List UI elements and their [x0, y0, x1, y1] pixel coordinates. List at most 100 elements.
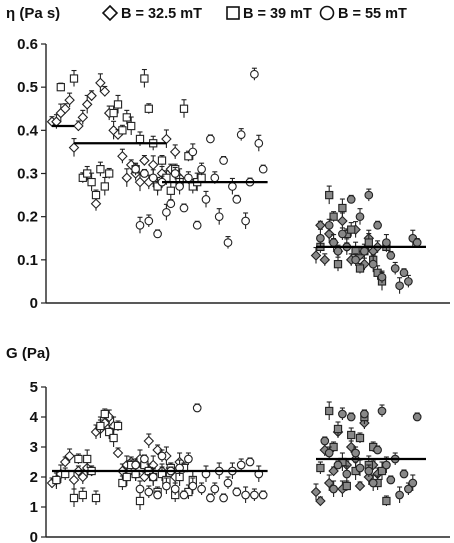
modulus-point-circle: [364, 466, 374, 476]
viscosity-point-square: [96, 165, 105, 174]
viscosity-point-square: [347, 225, 356, 234]
viscosity-point-circle: [228, 182, 237, 191]
modulus-point-square: [83, 454, 92, 464]
modulus-point-diamond: [315, 495, 326, 507]
modulus-point-diamond: [77, 471, 89, 483]
viscosity-point-circle: [360, 246, 369, 256]
modulus-point-circle: [236, 460, 246, 470]
viscosity-point-diamond: [99, 86, 111, 97]
viscosity-point-circle: [241, 216, 250, 226]
modulus-point-circle: [386, 475, 396, 485]
modulus-point-square: [109, 433, 118, 443]
modulus-point-circle: [355, 463, 365, 473]
viscosity-point-square: [69, 74, 79, 83]
modulus-point-circle: [368, 478, 378, 488]
modulus-point-circle: [148, 472, 158, 482]
modulus-point-circle: [399, 469, 409, 479]
modulus-point-circle: [135, 484, 145, 494]
viscosity-point-circle: [395, 281, 404, 291]
legend-marker-circle: [319, 5, 335, 21]
viscosity-point-circle: [135, 220, 145, 230]
legend-marker-diamond: [101, 4, 119, 22]
viscosity-point-circle: [210, 173, 220, 183]
modulus-point-circle: [360, 409, 369, 419]
legend-item-square: B = 39 mT: [226, 6, 312, 22]
viscosity-point-square: [197, 173, 206, 182]
viscosity-point-diamond: [77, 112, 89, 123]
viscosity-point-circle: [219, 156, 228, 165]
viscosity-point-circle: [364, 190, 374, 200]
viscosity-point-diamond: [86, 90, 97, 102]
modulus-point-square: [100, 409, 109, 419]
modulus-point-square: [74, 454, 83, 464]
modulus-y-tick-label: 5: [30, 379, 38, 396]
modulus-point-square: [122, 472, 131, 482]
modulus-point-circle: [404, 484, 413, 494]
modulus-point-square: [96, 421, 105, 431]
modulus-point-diamond: [64, 450, 75, 462]
modulus-y-tick-label: 1: [30, 499, 38, 516]
modulus-point-square: [347, 430, 356, 440]
modulus-point-circle: [188, 481, 198, 491]
modulus-point-circle: [382, 460, 391, 470]
viscosity-point-square: [329, 212, 338, 221]
viscosity-point-diamond: [147, 159, 159, 171]
modulus-point-circle: [153, 490, 162, 500]
viscosity-point-square: [153, 182, 162, 191]
modulus-point-circle: [342, 469, 352, 479]
viscosity-point-circle: [382, 238, 391, 247]
viscosity-point-circle: [377, 272, 387, 282]
viscosity-point-square: [127, 121, 136, 131]
modulus-point-circle: [170, 484, 180, 494]
viscosity-point-circle: [153, 229, 162, 239]
viscosity-point-square: [56, 83, 65, 92]
modulus-point-circle: [338, 409, 347, 419]
modulus-point-circle: [210, 484, 220, 494]
legend-item-diamond: B = 32.5 mT: [101, 4, 202, 22]
modulus-y-tick-label: 3: [30, 439, 38, 456]
legend: B = 32.5 mT B = 39 mT B = 55 mT: [101, 4, 407, 22]
viscosity-point-circle: [333, 246, 343, 256]
viscosity-point-square: [87, 177, 96, 187]
modulus-point-circle: [197, 484, 206, 494]
viscosity-point-circle: [170, 169, 180, 178]
modulus-point-square: [105, 427, 114, 437]
viscosity-point-circle: [201, 195, 211, 204]
viscosity-point-circle: [390, 264, 400, 273]
legend-marker-square: [226, 6, 240, 20]
modulus-point-circle: [333, 460, 343, 470]
viscosity-y-tick-label: 0.5: [17, 79, 38, 96]
viscosity-point-circle: [386, 251, 396, 260]
modulus-point-circle: [329, 484, 338, 494]
viscosity-point-circle: [166, 199, 176, 209]
viscosity-point-diamond: [73, 120, 84, 132]
modulus-point-circle: [241, 490, 250, 500]
modulus-point-square: [382, 496, 391, 506]
viscosity-point-circle: [351, 255, 360, 265]
viscosity-point-square: [100, 182, 109, 191]
viscosity-point-diamond: [319, 254, 331, 266]
viscosity-point-square: [179, 104, 189, 113]
viscosity-point-square: [184, 152, 193, 161]
modulus-point-circle: [258, 490, 268, 500]
viscosity-point-square: [91, 190, 101, 200]
modulus-point-circle: [346, 412, 356, 422]
modulus-point-circle: [377, 406, 387, 416]
viscosity-point-diamond: [64, 94, 75, 106]
viscosity-point-circle: [368, 259, 378, 269]
viscosity-point-circle: [250, 69, 259, 79]
modulus-point-circle: [144, 487, 154, 497]
modulus-point-circle: [395, 490, 404, 500]
viscosity-point-circle: [355, 212, 365, 222]
modulus-point-circle: [162, 481, 171, 491]
viscosity-point-diamond: [315, 220, 326, 231]
legend-item-circle: B = 55 mT: [319, 5, 407, 22]
viscosity-point-diamond: [310, 250, 322, 261]
modulus-point-diamond: [59, 456, 71, 468]
modulus-point-circle: [131, 460, 140, 470]
viscosity-point-diamond: [90, 198, 102, 209]
modulus-point-circle: [219, 493, 228, 503]
modulus-y-tick-label: 4: [30, 409, 39, 426]
viscosity-point-square: [166, 186, 175, 195]
